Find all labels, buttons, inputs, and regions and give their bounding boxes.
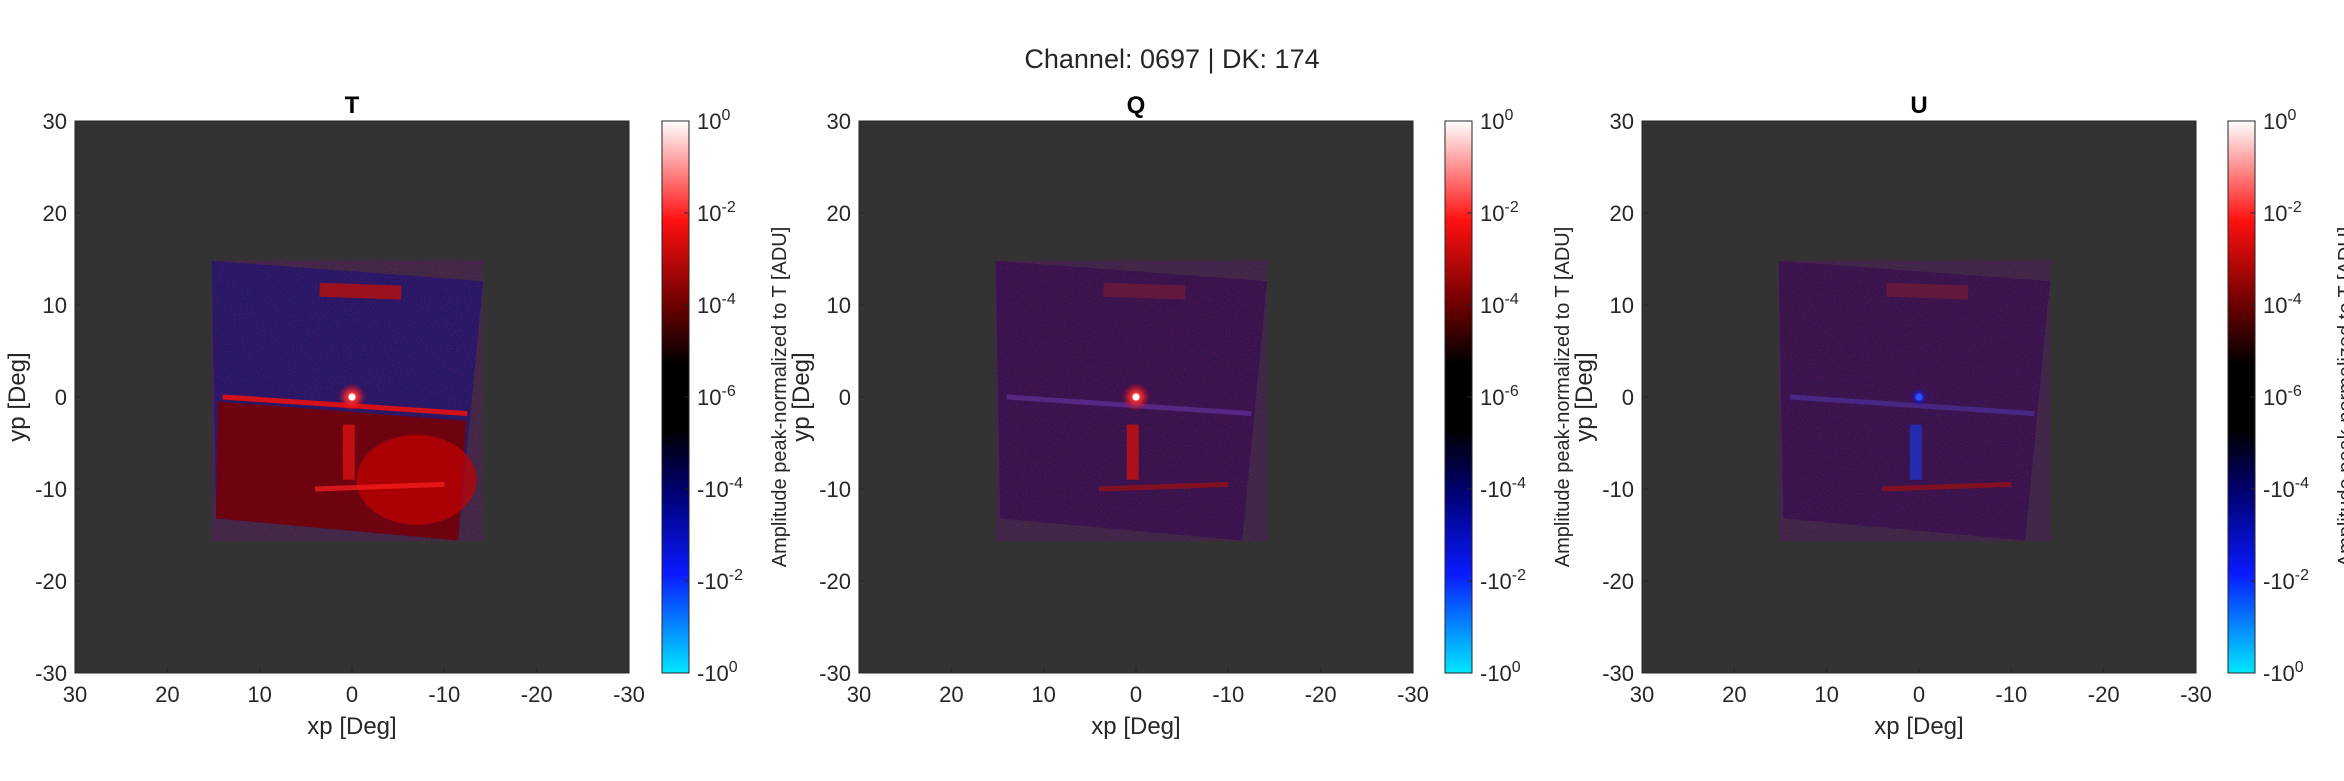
colorbar: 100 10-2 10-4 10-6 -10-4 -10-2 -100 Amplitude p… [2227,107,2344,686]
x-tick-label: 20 [1722,682,1746,707]
colorbar-label: Amplitude peak-normalized to T [ADU] [769,227,791,568]
peak-marker [348,393,356,401]
y-tick-label: -30 [1602,661,1634,686]
colorbar-tick-label: 10-2 [2263,199,2302,226]
sidelobe-stripe [1789,394,2035,417]
y-tick-label: 10 [1610,293,1634,318]
x-tick-label: -30 [2180,682,2212,707]
y-axis-label: yp [Deg] [788,352,815,441]
colorbar-tick-label: 10-4 [2263,291,2302,318]
lower-stripe [314,481,445,492]
x-axis-label: xp [Deg] [1874,713,1963,740]
colorbar-tick-label: 10-6 [697,383,736,410]
y-tick-label: 20 [1610,201,1634,226]
top-bar-feature [1886,282,1969,300]
x-tick-label: -30 [1397,682,1429,707]
subplot-title: U [1910,92,1927,119]
y-axis-label: yp [Deg] [1571,352,1598,441]
x-tick-label: 0 [1130,682,1142,707]
colorbar-tick-label: -100 [1480,659,1521,686]
colorbar-tick-label: 10-2 [697,199,736,226]
colorbar-tick-label: 10-6 [2263,383,2302,410]
subplot-title: T [345,92,360,119]
y-tick-label: 10 [43,293,67,318]
lower-stripe [1098,481,1229,492]
x-tick-label: 20 [155,682,179,707]
y-tick-label: -30 [35,661,67,686]
x-tick-label: 10 [247,682,271,707]
x-tick-label: 10 [1814,682,1838,707]
x-tick-label: 0 [1913,682,1925,707]
y-tick-label: 30 [1610,109,1634,134]
colorbar-tick-label: 10-4 [697,291,736,318]
y-tick-label: 10 [827,293,851,318]
colorbar-tick-label: -100 [697,659,738,686]
figure-title: Channel: 0697 | DK: 174 [1024,44,1320,74]
top-bar-feature [319,282,402,300]
peak-marker [1132,393,1140,401]
x-tick-label: -10 [428,682,460,707]
x-tick-label: -20 [1305,682,1337,707]
y-axis-label: yp [Deg] [4,352,31,441]
y-tick-label: 30 [827,109,851,134]
x-axis-label: xp [Deg] [1091,713,1180,740]
y-tick-label: -20 [35,569,67,594]
x-tick-label: -10 [1995,682,2027,707]
colorbar-tick-label: -10-2 [1480,567,1526,594]
x-tick-label: 10 [1031,682,1055,707]
lower-stripe [1881,481,2012,492]
y-tick-label: 20 [827,201,851,226]
subplot-title: Q [1127,92,1146,119]
colorbar-tick-label: 10-2 [1480,199,1519,226]
sidelobe-blob [356,434,477,525]
colorbar-tick-label: -10-4 [697,475,743,502]
y-tick-label: 0 [1622,385,1634,410]
x-axis-label: xp [Deg] [307,713,396,740]
x-tick-label: -20 [521,682,553,707]
y-tick-label: -20 [1602,569,1634,594]
colorbar-label: Amplitude peak-normalized to T [ADU] [2335,227,2344,568]
x-tick-label: 30 [847,682,871,707]
y-tick-label: -10 [1602,477,1634,502]
colorbar-tick-label: -100 [2263,659,2304,686]
y-tick-label: -10 [35,477,67,502]
peak-marker [1915,393,1923,401]
stem-feature [342,424,355,480]
x-tick-label: 0 [346,682,358,707]
y-tick-label: 0 [55,385,67,410]
y-tick-label: 30 [43,109,67,134]
colorbar: 100 10-2 10-4 10-6 -10-4 -10-2 -100 Amplitude p… [661,107,791,686]
x-tick-label: 30 [1630,682,1654,707]
x-tick-label: 20 [939,682,963,707]
colorbar-tick-label: 100 [2263,107,2296,134]
x-tick-label: -20 [2088,682,2120,707]
colorbar-tick-label: 10-4 [1480,291,1519,318]
x-tick-label: 30 [63,682,87,707]
colorbar-tick-label: 10-6 [1480,383,1519,410]
colorbar: 100 10-2 10-4 10-6 -10-4 -10-2 -100 Amplitude p… [1444,107,1574,686]
y-tick-label: 20 [43,201,67,226]
top-bar-feature [1103,282,1186,300]
x-tick-label: -10 [1212,682,1244,707]
x-tick-label: -30 [613,682,645,707]
stem-feature [1909,424,1922,480]
colorbar-tick-label: -10-4 [2263,475,2309,502]
colorbar-tick-label: -10-2 [697,567,743,594]
y-tick-label: -30 [819,661,851,686]
colorbar-label: Amplitude peak-normalized to T [ADU] [1552,227,1574,568]
colorbar-tick-label: -10-4 [1480,475,1526,502]
y-tick-label: -10 [819,477,851,502]
stem-feature [1126,424,1139,480]
y-tick-label: 0 [839,385,851,410]
y-tick-label: -20 [819,569,851,594]
colorbar-tick-label: -10-2 [2263,567,2309,594]
colorbar-tick-label: 100 [697,107,730,134]
colorbar-tick-label: 100 [1480,107,1513,134]
